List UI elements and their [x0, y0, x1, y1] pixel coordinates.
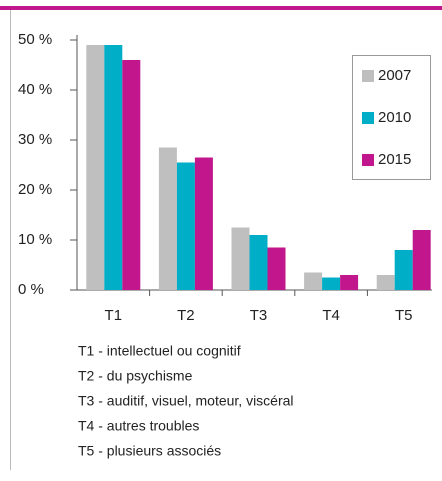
- legend-label: 2015: [378, 151, 411, 168]
- x-tick-label: T1: [105, 307, 123, 324]
- bar: [376, 275, 395, 290]
- legend-swatch: [362, 70, 374, 82]
- note: T3 - auditif, visuel, moteur, viscéral: [78, 393, 294, 409]
- note: T2 - du psychisme: [78, 368, 193, 384]
- note: T1 - intellectuel ou cognitif: [78, 343, 241, 359]
- note: T4 - autres troubles: [78, 418, 199, 434]
- bar: [394, 250, 413, 290]
- note: T5 - plusieurs associés: [78, 443, 221, 459]
- bar: [340, 275, 359, 290]
- legend-swatch: [362, 112, 374, 124]
- bar: [304, 272, 323, 290]
- bar: [412, 230, 431, 290]
- bar: [176, 162, 195, 290]
- bar: [322, 277, 341, 290]
- y-tick-label: 50 %: [18, 31, 52, 48]
- bar: [249, 235, 268, 290]
- y-tick-label: 40 %: [18, 81, 52, 98]
- legend-label: 2010: [378, 109, 411, 126]
- bar: [86, 45, 105, 290]
- bar: [267, 247, 286, 290]
- x-tick-label: T4: [322, 307, 340, 324]
- y-tick-label: 30 %: [18, 131, 52, 148]
- x-tick-label: T5: [395, 307, 413, 324]
- bar: [122, 60, 141, 290]
- bar: [231, 227, 250, 290]
- legend-label: 2007: [378, 67, 411, 84]
- bar: [158, 147, 177, 290]
- bar: [104, 45, 123, 290]
- y-tick-label: 0 %: [18, 281, 44, 298]
- y-tick-label: 10 %: [18, 231, 52, 248]
- x-tick-label: T2: [177, 307, 195, 324]
- y-tick-label: 20 %: [18, 181, 52, 198]
- x-tick-label: T3: [250, 307, 268, 324]
- bar: [194, 157, 213, 290]
- top-bar: [0, 6, 442, 10]
- legend-swatch: [362, 154, 374, 166]
